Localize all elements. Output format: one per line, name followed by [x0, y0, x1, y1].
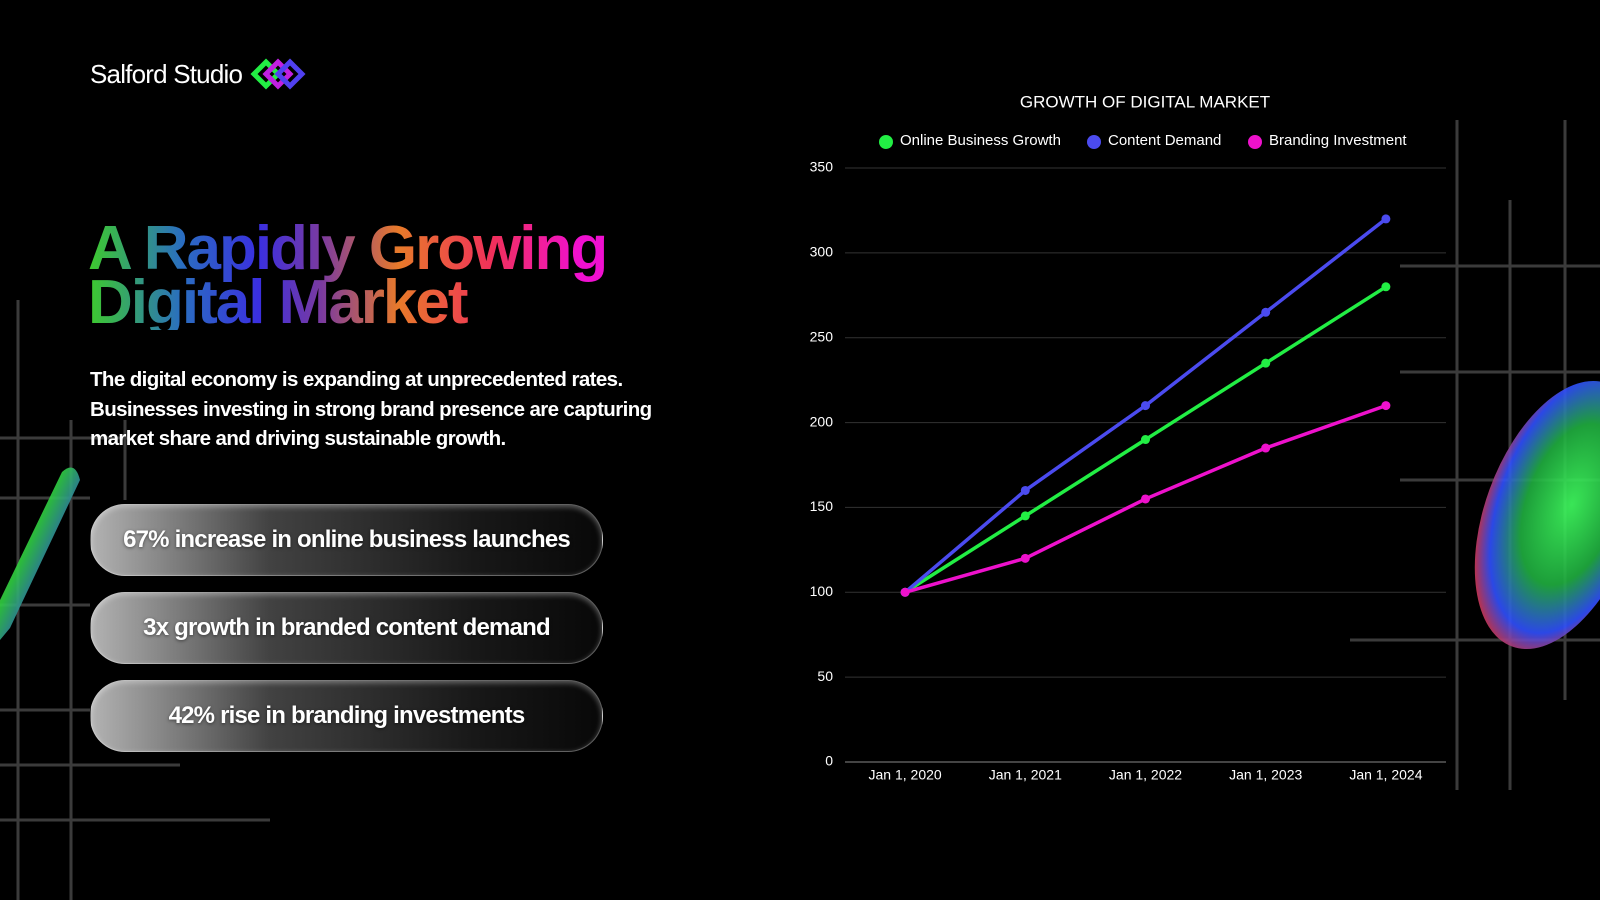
data-point	[1141, 435, 1150, 445]
data-point	[1381, 282, 1391, 292]
logo-mark	[250, 58, 306, 90]
y-tick-label: 100	[810, 583, 834, 599]
logo-diamond	[274, 58, 306, 90]
body-text: The digital economy is expanding at unpr…	[90, 368, 652, 450]
logo-diamond	[262, 58, 294, 90]
data-point	[1141, 494, 1150, 504]
data-point	[1020, 553, 1030, 563]
x-tick-label: Jan 1, 2021	[989, 767, 1062, 783]
data-point	[1141, 401, 1150, 411]
legend-marker	[1248, 135, 1262, 149]
y-tick-label: 50	[817, 668, 833, 684]
brand-name: Salford Studio	[90, 58, 243, 89]
glass-tube	[0, 467, 80, 640]
data-point	[1261, 443, 1271, 453]
x-tick-label: Jan 1, 2020	[869, 767, 942, 783]
x-tick-label: Jan 1, 2023	[1229, 767, 1302, 783]
y-tick-label: 250	[810, 328, 834, 344]
y-tick-label: 300	[810, 244, 834, 260]
chart-title: GROWTH OF DIGITAL MARKET	[1020, 92, 1270, 111]
legend-marker	[879, 135, 893, 149]
x-tick-label: Jan 1, 2022	[1109, 767, 1182, 783]
logo: Salford Studio	[90, 56, 306, 92]
stat-pill: 42% rise in branding investments	[90, 680, 603, 752]
data-point	[1020, 511, 1030, 521]
stat-pill: 67% increase in online business launches	[90, 504, 603, 576]
glass-blob	[1474, 380, 1600, 650]
y-tick-label: 200	[810, 413, 834, 429]
background-grid	[0, 120, 1600, 900]
data-point	[1261, 358, 1271, 368]
y-tick-label: 350	[810, 159, 834, 175]
data-point	[1381, 214, 1391, 224]
legend-label: Content Demand	[1108, 132, 1221, 149]
legend-label: Branding Investment	[1269, 132, 1407, 149]
data-point	[900, 587, 910, 597]
data-point	[1381, 401, 1391, 411]
legend-marker	[1087, 135, 1101, 149]
stat-pill: 3x growth in branded content demand	[90, 592, 603, 664]
x-tick-label: Jan 1, 2024	[1349, 767, 1422, 783]
legend-label: Online Business Growth	[900, 132, 1061, 149]
y-tick-label: 150	[810, 498, 834, 514]
data-point	[1261, 307, 1271, 317]
data-point	[1020, 485, 1030, 495]
y-tick-label: 0	[825, 753, 833, 769]
